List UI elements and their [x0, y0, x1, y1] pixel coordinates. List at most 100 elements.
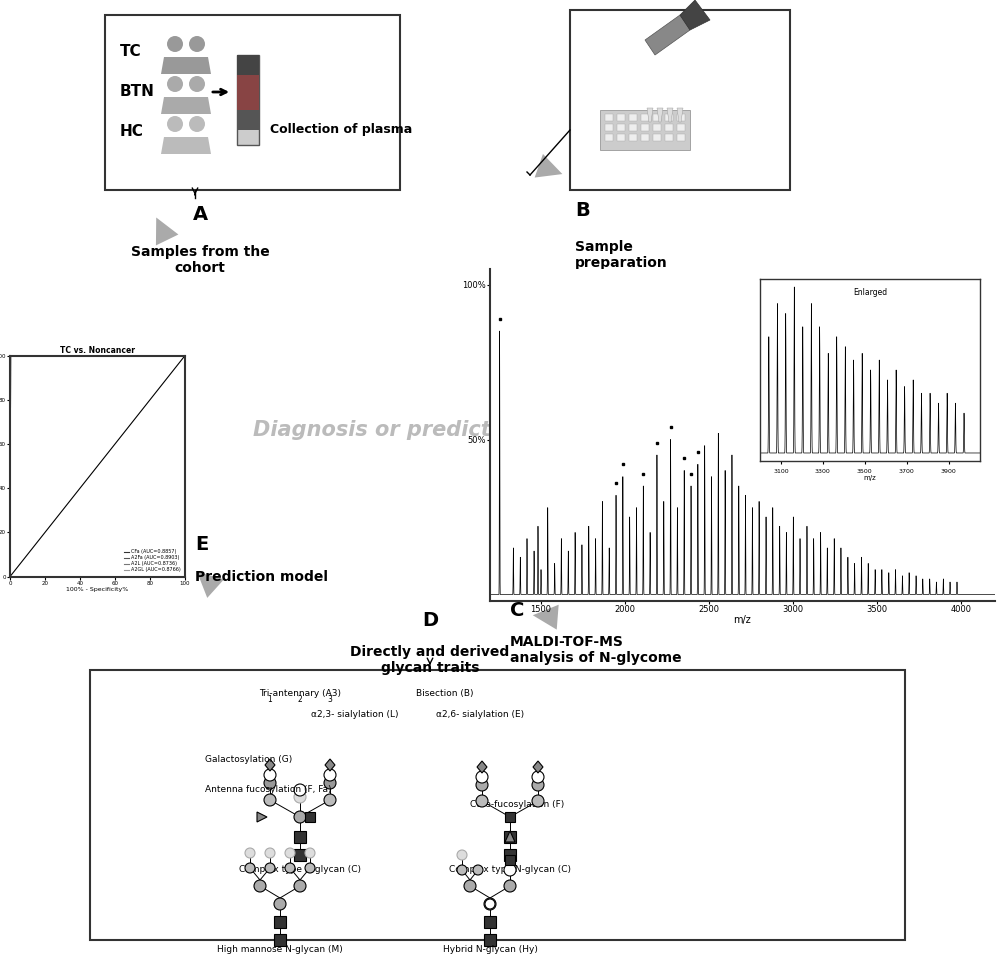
Circle shape: [285, 848, 295, 858]
Bar: [305, 812, 315, 822]
Text: Complex type N-glycan (C): Complex type N-glycan (C): [239, 865, 361, 874]
Bar: [629, 134, 637, 141]
Circle shape: [167, 76, 183, 92]
Polygon shape: [161, 97, 189, 114]
Circle shape: [254, 880, 266, 892]
Circle shape: [245, 848, 255, 858]
A2L (AUC=0.8736): [4, 571, 16, 582]
Circle shape: [264, 794, 276, 806]
Circle shape: [476, 779, 488, 791]
Text: Diagnosis or prediction: Diagnosis or prediction: [253, 420, 527, 440]
A2Fa (AUC=0.8903): [5, 350, 17, 361]
Bar: [653, 114, 661, 121]
Text: Samples from the
cohort: Samples from the cohort: [131, 245, 269, 275]
A2GL (AUC=0.8766): [108, 350, 120, 361]
Circle shape: [504, 864, 516, 876]
Bar: [641, 124, 649, 131]
FancyArrowPatch shape: [533, 572, 678, 629]
Circle shape: [457, 850, 467, 860]
Polygon shape: [647, 108, 653, 122]
A2Fa (AUC=0.8903): [108, 351, 120, 362]
Circle shape: [324, 769, 336, 781]
Bar: [505, 855, 515, 865]
A2Fa (AUC=0.8903): [163, 350, 175, 361]
Bar: [653, 134, 661, 141]
Circle shape: [167, 116, 183, 132]
Polygon shape: [257, 812, 267, 822]
Circle shape: [285, 863, 295, 873]
Bar: [274, 916, 286, 928]
CFa (AUC=0.8857): [5, 350, 17, 361]
Text: Sample
preparation: Sample preparation: [575, 240, 668, 270]
Bar: [617, 114, 625, 121]
A2L (AUC=0.8736): [179, 350, 191, 361]
Text: BTN: BTN: [120, 85, 155, 100]
Circle shape: [324, 777, 336, 789]
Text: B: B: [575, 201, 590, 219]
Circle shape: [464, 880, 476, 892]
Bar: [677, 114, 685, 121]
Bar: [629, 124, 637, 131]
Text: MALDI-TOF-MS
analysis of N-glycome: MALDI-TOF-MS analysis of N-glycome: [510, 635, 682, 665]
Bar: [504, 849, 516, 861]
Bar: [237, 55, 259, 75]
Polygon shape: [657, 108, 663, 122]
Text: Complex type N-glycan (C): Complex type N-glycan (C): [449, 865, 571, 874]
Circle shape: [265, 848, 275, 858]
FancyBboxPatch shape: [90, 670, 905, 940]
Circle shape: [274, 898, 286, 910]
Text: Bisection (B): Bisection (B): [416, 689, 474, 698]
Bar: [294, 831, 306, 843]
Polygon shape: [161, 137, 189, 154]
A2L (AUC=0.8736): [108, 350, 120, 361]
Bar: [617, 134, 625, 141]
Bar: [605, 124, 613, 131]
Text: 1: 1: [268, 696, 272, 704]
FancyBboxPatch shape: [105, 15, 400, 190]
Polygon shape: [477, 761, 487, 773]
CFa (AUC=0.8857): [179, 350, 191, 361]
Polygon shape: [161, 57, 189, 74]
Circle shape: [532, 779, 544, 791]
A2GL (AUC=0.8766): [109, 350, 121, 361]
CFa (AUC=0.8857): [152, 350, 164, 361]
A2GL (AUC=0.8766): [12, 350, 24, 361]
Bar: [294, 849, 306, 861]
Polygon shape: [325, 759, 335, 771]
A2Fa (AUC=0.8903): [112, 351, 124, 362]
FancyArrowPatch shape: [693, 237, 718, 338]
Title: TC vs. Noncancer: TC vs. Noncancer: [60, 346, 135, 355]
Text: 3: 3: [328, 696, 332, 704]
Bar: [665, 114, 673, 121]
CFa (AUC=0.8857): [108, 350, 120, 361]
Bar: [653, 124, 661, 131]
Polygon shape: [183, 57, 211, 74]
Line: CFa (AUC=0.8857): CFa (AUC=0.8857): [10, 356, 185, 577]
Bar: [274, 934, 286, 946]
Bar: [665, 124, 673, 131]
Bar: [641, 134, 649, 141]
Text: Prediction model: Prediction model: [195, 570, 328, 584]
Bar: [605, 134, 613, 141]
X-axis label: 100% - Specificity%: 100% - Specificity%: [66, 587, 129, 592]
Circle shape: [294, 811, 306, 823]
Text: E: E: [195, 535, 208, 554]
Circle shape: [189, 116, 205, 132]
Polygon shape: [265, 759, 275, 771]
Text: HC: HC: [120, 125, 144, 139]
Text: α2,3- sialylation (L): α2,3- sialylation (L): [311, 710, 399, 719]
Polygon shape: [183, 137, 211, 154]
Circle shape: [167, 36, 183, 52]
Text: Antenna fucosylation (F, Fa): Antenna fucosylation (F, Fa): [205, 785, 332, 794]
Circle shape: [264, 769, 276, 781]
Text: TC: TC: [120, 44, 142, 60]
A2GL (AUC=0.8766): [163, 350, 175, 361]
A2GL (AUC=0.8766): [5, 350, 17, 361]
Circle shape: [265, 863, 275, 873]
Bar: [617, 124, 625, 131]
CFa (AUC=0.8857): [112, 350, 124, 361]
Line: A2L (AUC=0.8736): A2L (AUC=0.8736): [10, 356, 185, 577]
Circle shape: [457, 865, 467, 875]
Polygon shape: [600, 110, 690, 150]
Text: Core-fucosylation (F): Core-fucosylation (F): [470, 800, 564, 809]
